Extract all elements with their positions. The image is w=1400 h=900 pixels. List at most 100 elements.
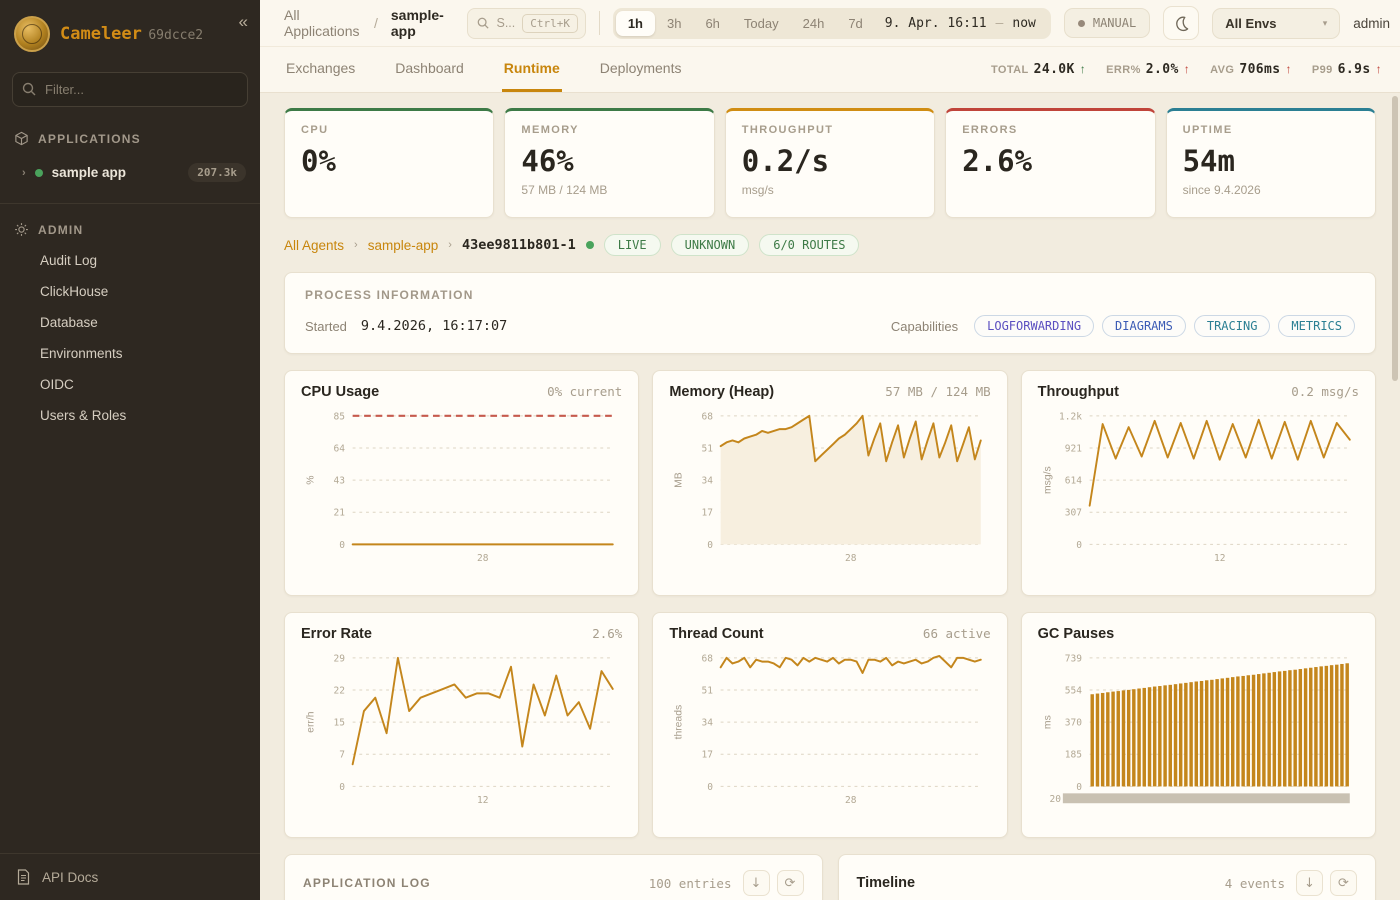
divider xyxy=(0,203,260,204)
svg-text:0: 0 xyxy=(1076,540,1082,551)
svg-text:51: 51 xyxy=(702,685,714,696)
search-label: S... xyxy=(496,16,516,30)
manual-label: MANUAL xyxy=(1092,16,1137,30)
svg-text:0: 0 xyxy=(1076,782,1082,793)
svg-text:ms: ms xyxy=(1042,715,1053,729)
svg-text:68: 68 xyxy=(702,653,714,664)
tab-deployments[interactable]: Deployments xyxy=(599,60,682,76)
svg-text:0: 0 xyxy=(339,782,345,793)
search-icon xyxy=(22,82,36,96)
download-icon: ↓ xyxy=(750,875,762,891)
svg-text:64: 64 xyxy=(333,443,345,454)
metric-card-memory: MEMORY 46% 57 MB / 124 MB xyxy=(504,108,715,218)
tab-exchanges[interactable]: Exchanges xyxy=(286,60,356,76)
range-7d[interactable]: 7d xyxy=(848,15,863,31)
svg-text:17: 17 xyxy=(702,750,714,761)
svg-text:29: 29 xyxy=(333,653,345,664)
gc-pauses-chart: 739 554 370 185 0 ms 20 xyxy=(1042,653,1350,805)
svg-text:msg/s: msg/s xyxy=(1042,466,1053,494)
search-icon xyxy=(478,17,490,29)
page-content: CPU 0% MEMORY 46% 57 MB / 124 MB THROUGH… xyxy=(260,93,1400,900)
svg-text:12: 12 xyxy=(1214,553,1226,564)
time-range-display[interactable]: 9. Apr. 16:11 — now xyxy=(875,16,1048,31)
range-24h[interactable]: 24h xyxy=(802,15,825,31)
breadcrumb-divider: / xyxy=(373,15,378,31)
tab-bar: Exchanges Dashboard Runtime Deployments … xyxy=(260,47,1400,93)
link-sample-app[interactable]: sample-app xyxy=(367,237,439,253)
capability-diagrams: DIAGRAMS xyxy=(1102,315,1186,337)
applications-section-header: APPLICATIONS xyxy=(0,123,260,154)
stat-total: TOTAL 24.0K ↑ xyxy=(990,62,1087,77)
sidebar-item-environments[interactable]: Environments xyxy=(40,346,123,361)
refresh-mode-button[interactable]: MANUAL xyxy=(1063,8,1151,38)
sidebar-item-database[interactable]: Database xyxy=(40,315,98,330)
timeline-panel: Timeline 4 events ↓ ⟳ xyxy=(837,854,1376,900)
environment-select[interactable]: All Envs ▾ xyxy=(1212,7,1341,39)
chart-memory-heap: Memory (Heap) 57 MB / 124 MB 68 51 34 17 0 MB 2… xyxy=(652,370,1008,596)
process-information-panel: PROCESS INFORMATION Started 9.4.2026, 16… xyxy=(284,272,1376,354)
svg-text:185: 185 xyxy=(1064,750,1081,761)
refresh-button[interactable]: ⟳ xyxy=(1330,870,1357,896)
sidebar-item-clickhouse[interactable]: ClickHouse xyxy=(40,284,109,299)
svg-text:554: 554 xyxy=(1064,685,1081,696)
capabilities-label: Capabilities xyxy=(890,318,959,334)
time-range-group: 1h 3h 6h Today 24h 7d 9. Apr. 16:11 — no… xyxy=(612,7,1051,39)
metric-card-cpu: CPU 0% xyxy=(284,108,495,218)
stat-avg: AVG 706ms ↑ xyxy=(1210,62,1292,77)
tab-dashboard[interactable]: Dashboard xyxy=(395,60,464,76)
time-from: 9. Apr. 16:11 xyxy=(884,15,987,31)
svg-text:12: 12 xyxy=(477,795,489,806)
chart-error-rate: Error Rate 2.6% 29 22 15 7 0 err/h 12 xyxy=(284,612,640,838)
stat-err: ERR% 2.0% ↑ xyxy=(1106,62,1191,77)
link-all-agents[interactable]: All Agents xyxy=(284,237,345,253)
theme-toggle-button[interactable] xyxy=(1163,6,1200,40)
svg-text:614: 614 xyxy=(1064,475,1081,486)
chart-thread-count: Thread Count 66 active 68 51 34 17 0 threads 28 xyxy=(652,612,1008,838)
sidebar-collapse-icon[interactable]: « xyxy=(238,12,248,31)
chart-cpu-usage: CPU Usage 0% current 85 64 43 21 0% 28 xyxy=(284,370,640,596)
main-area: All Applications / sample-app S... Ctrl+… xyxy=(260,0,1400,900)
timeline-title: Timeline xyxy=(856,875,916,891)
metric-card-throughput: THROUGHPUT 0.2/s msg/s xyxy=(724,108,936,218)
thread-count-chart: 68 51 34 17 0 threads 28 xyxy=(674,653,983,806)
chevron-right-icon[interactable]: › xyxy=(22,166,26,179)
log-entries-count: 100 entries xyxy=(648,875,732,891)
svg-text:21: 21 xyxy=(333,508,345,519)
sidebar-filter-input[interactable] xyxy=(12,72,248,107)
chevron-right-icon: › xyxy=(448,239,452,251)
stat-p99: P99 6.9s ↑ xyxy=(1311,62,1382,77)
vertical-scrollbar[interactable] xyxy=(1392,96,1398,381)
range-1h[interactable]: 1h xyxy=(615,10,655,36)
download-button[interactable]: ↓ xyxy=(1296,870,1323,896)
timeline-events-count: 4 events xyxy=(1224,875,1285,891)
range-6h[interactable]: 6h xyxy=(705,15,720,31)
app-item-label: sample app xyxy=(51,165,126,180)
sidebar-item-api-docs[interactable]: API Docs xyxy=(0,853,260,900)
svg-text:43: 43 xyxy=(333,475,345,486)
sidebar-item-oidc[interactable]: OIDC xyxy=(40,377,74,392)
tab-runtime[interactable]: Runtime xyxy=(501,47,562,92)
started-value: 9.4.2026, 16:17:07 xyxy=(360,318,508,334)
refresh-icon: ⟳ xyxy=(784,875,796,891)
refresh-button[interactable]: ⟳ xyxy=(776,870,804,896)
charts-row-1: CPU Usage 0% current 85 64 43 21 0% 28 Memory … xyxy=(284,370,1376,596)
charts-row-2: Error Rate 2.6% 29 22 15 7 0 err/h 12 Thread Co… xyxy=(284,612,1376,838)
breadcrumb-all-applications[interactable]: All Applications xyxy=(284,7,360,39)
sidebar-item-audit-log[interactable]: Audit Log xyxy=(40,253,98,268)
sidebar-item-sample-app[interactable]: › sample app 207.3k xyxy=(0,154,260,191)
svg-text:0: 0 xyxy=(708,782,714,793)
range-3h[interactable]: 3h xyxy=(666,15,682,31)
svg-text:370: 370 xyxy=(1064,717,1081,728)
range-today[interactable]: Today xyxy=(743,15,779,31)
trend-up-icon: ↑ xyxy=(1079,62,1087,76)
trend-up-icon: ↑ xyxy=(1183,62,1191,76)
chart-throughput: Throughput 0.2 msg/s 1.2k 921 614 307 0 msg/s 1… xyxy=(1020,370,1376,596)
svg-text:0: 0 xyxy=(708,540,714,551)
user-menu[interactable]: admin xyxy=(1353,15,1390,31)
global-search-button[interactable]: S... Ctrl+K xyxy=(467,7,586,39)
sidebar-item-users-roles[interactable]: Users & Roles xyxy=(40,408,127,423)
memory-heap-chart: 68 51 34 17 0 MB 28 xyxy=(674,411,983,564)
summary-stats: TOTAL 24.0K ↑ ERR% 2.0% ↑ AVG 706ms ↑ P99 6.9s ↑ xyxy=(991,47,1382,92)
started-label: Started xyxy=(305,318,347,334)
download-button[interactable]: ↓ xyxy=(742,870,770,896)
